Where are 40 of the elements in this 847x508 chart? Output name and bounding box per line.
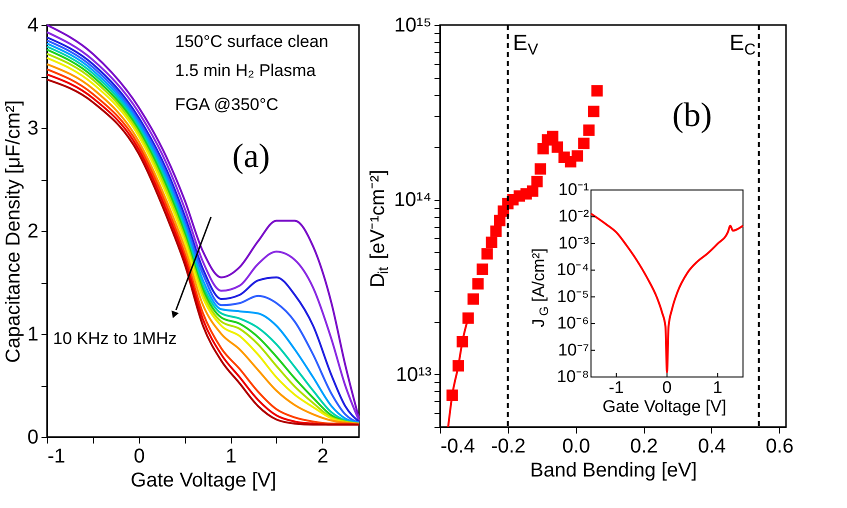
x-axis-title: Band Bending [eV] — [530, 460, 697, 482]
y-tick-label: 10⁻⁵ — [557, 286, 589, 306]
x-tick-label: 0.6 — [766, 436, 794, 458]
y-tick-label: 10¹⁴ — [394, 189, 432, 212]
x-tick-label: 0.0 — [562, 436, 590, 458]
x-tick-label: 1 — [712, 378, 722, 397]
x-tick-label: -1 — [48, 446, 66, 468]
y-axis-title: Capacitance Density [μF/cm²] — [2, 100, 24, 363]
x-tick-label: 2 — [317, 446, 328, 468]
y-tick-label: 10⁻⁶ — [557, 314, 589, 333]
x-axis-title: Gate Voltage [V] — [602, 397, 726, 416]
x-tick-label: 1 — [225, 446, 237, 468]
x-tick-label: -0.4 — [440, 436, 475, 458]
annotation: 150°C surface clean — [175, 32, 328, 51]
y-tick-label: 10⁻⁷ — [558, 340, 589, 360]
annotation: 1.5 min H₂ Plasma — [175, 61, 316, 80]
y-tick-label: 10¹³ — [396, 364, 432, 386]
annotation: (b) — [672, 97, 712, 134]
y-tick-label: 10⁻¹ — [558, 180, 590, 199]
y-axis-title: JG [A/cm²] — [529, 248, 552, 328]
y-tick-label: 3 — [27, 118, 38, 140]
x-tick-label: 0 — [662, 378, 672, 397]
y-tick-label: 10⁻³ — [558, 233, 590, 252]
y-tick-label: 2 — [27, 220, 38, 242]
y-tick-label: 10⁻⁴ — [556, 260, 589, 280]
y-tick-label: 4 — [27, 14, 38, 36]
x-axis-title: Gate Voltage [V] — [130, 470, 276, 492]
y-tick-label: 10¹⁵ — [394, 14, 432, 36]
x-tick-label: 0.4 — [698, 436, 726, 458]
y-tick-label: 1 — [27, 324, 38, 346]
x-tick-label: -1 — [608, 378, 624, 397]
annotation: 10 KHz to 1MHz — [53, 329, 177, 348]
x-tick-label: -0.2 — [491, 436, 526, 458]
y-tick-label: 10⁻² — [558, 206, 590, 226]
annotation: (a) — [232, 138, 270, 175]
x-tick-label: 0.2 — [630, 436, 658, 458]
annotation: FGA @350°C — [175, 95, 278, 114]
y-tick-label: 10⁻⁸ — [556, 367, 589, 386]
y-axis-title: Dit [eV⁻¹cm⁻²] — [367, 170, 392, 288]
x-tick-label: 0 — [134, 446, 145, 468]
